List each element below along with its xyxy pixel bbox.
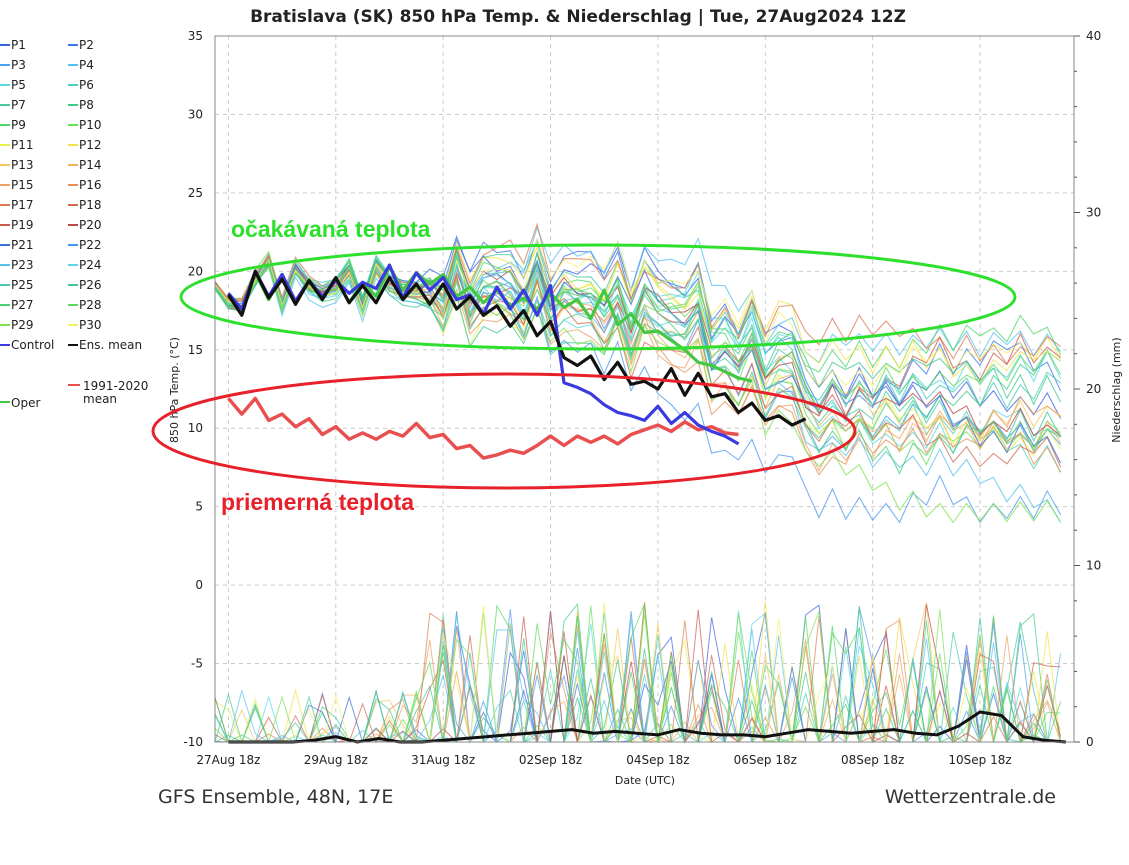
legend-item-p13: P13 bbox=[11, 158, 34, 172]
legend-item-p25: P25 bbox=[11, 278, 34, 292]
legend-item-p21: P21 bbox=[11, 238, 34, 252]
chart-title: Bratislava (SK) 850 hPa Temp. & Niedersc… bbox=[250, 7, 906, 27]
y-tick-label: -10 bbox=[183, 735, 203, 749]
expected-temp-ellipse bbox=[179, 243, 1017, 351]
legend-item-p20: P20 bbox=[79, 218, 102, 232]
legend-item-p3: P3 bbox=[11, 58, 26, 72]
legend-item-p28: P28 bbox=[79, 298, 102, 312]
legend: P1 P2 P3 P4 P5 P6 P7 P8 P9 P10 P11 P12 P13 P14 P15 P16 P… bbox=[0, 38, 148, 410]
x-tick-label: 08Sep 18z bbox=[841, 753, 904, 767]
legend-item-p7: P7 bbox=[11, 98, 26, 112]
legend-item-p11: P11 bbox=[11, 138, 34, 152]
precip-mean-line bbox=[228, 710, 1067, 744]
legend-item-p8: P8 bbox=[79, 98, 94, 112]
x-tick-label: 10Sep 18z bbox=[948, 753, 1011, 767]
y-tick-label: 0 bbox=[195, 578, 203, 592]
y-tick-label: 15 bbox=[188, 343, 203, 357]
y2-axis-label: Niederschlag (mm) bbox=[1110, 337, 1123, 442]
y-axis-label: 850 hPa Temp. (°C) bbox=[168, 337, 181, 443]
y2-tick-label: 40 bbox=[1086, 29, 1101, 43]
y-tick-label: -5 bbox=[191, 657, 203, 671]
legend-item-p24: P24 bbox=[79, 258, 102, 272]
series-line-ens-mean bbox=[227, 269, 807, 427]
y-tick-label: 30 bbox=[188, 107, 203, 121]
footer-source: Wetterzentrale.de bbox=[885, 786, 1056, 808]
member-line-p27 bbox=[214, 247, 1061, 475]
legend-item-p19: P19 bbox=[11, 218, 34, 232]
member-line-p28 bbox=[214, 251, 1062, 412]
legend-item-p2: P2 bbox=[79, 38, 94, 52]
legend-item-p27: P27 bbox=[11, 298, 34, 312]
legend-item-p12: P12 bbox=[79, 138, 102, 152]
legend-item-p1: P1 bbox=[11, 38, 26, 52]
legend-item-ens-mean: Ens. mean bbox=[79, 338, 142, 352]
y-axis-ticks: 35 30 25 20 15 10 5 0 -5 -10 bbox=[183, 29, 203, 749]
y-tick-label: 5 bbox=[195, 500, 203, 514]
legend-item-p26: P26 bbox=[79, 278, 102, 292]
average-temp-ellipse bbox=[151, 372, 857, 490]
legend-item-p14: P14 bbox=[79, 158, 102, 172]
y-tick-label: 25 bbox=[188, 186, 203, 200]
y2-tick-label: 30 bbox=[1086, 206, 1101, 220]
y2-tick-label: 10 bbox=[1086, 559, 1101, 573]
legend-item-p17: P17 bbox=[11, 198, 34, 212]
grid bbox=[215, 35, 1074, 743]
main-series bbox=[227, 263, 1067, 744]
legend-item-p6: P6 bbox=[79, 78, 94, 92]
x-axis-label: Date (UTC) bbox=[615, 774, 675, 787]
legend-item-p22: P22 bbox=[79, 238, 102, 252]
x-tick-label: 27Aug 18z bbox=[196, 753, 260, 767]
footer-model: GFS Ensemble, 48N, 17E bbox=[158, 786, 393, 808]
plot-frame bbox=[214, 35, 1075, 743]
legend-item-oper: Oper bbox=[11, 396, 40, 410]
y-tick-label: 35 bbox=[188, 29, 203, 43]
legend-item-p9: P9 bbox=[11, 118, 26, 132]
y2-axis-ticks: 40 30 20 10 0 bbox=[1074, 29, 1101, 749]
legend-item-p29: P29 bbox=[11, 318, 34, 332]
series-line-1991-2020-mean bbox=[227, 396, 739, 460]
x-tick-label: 29Aug 18z bbox=[304, 753, 368, 767]
legend-item-control: Control bbox=[11, 338, 54, 352]
x-tick-label: 31Aug 18z bbox=[411, 753, 475, 767]
legend-item-p15: P15 bbox=[11, 178, 34, 192]
legend-item-1991-2020-mean: 1991-2020 mean bbox=[83, 379, 148, 406]
x-axis-ticks: 27Aug 18z 29Aug 18z 31Aug 18z 02Sep 18z 04Se… bbox=[196, 753, 1011, 767]
legend-item-p23: P23 bbox=[11, 258, 34, 272]
legend-item-p5: P5 bbox=[11, 78, 26, 92]
legend-item-p16: P16 bbox=[79, 178, 102, 192]
annotation-average-temp: priemerná teplota bbox=[221, 489, 414, 515]
y-tick-label: 10 bbox=[188, 421, 203, 435]
legend-item-p4: P4 bbox=[79, 58, 94, 72]
member-precip-p21 bbox=[215, 627, 1061, 744]
legend-item-p10: P10 bbox=[79, 118, 102, 132]
y2-tick-label: 20 bbox=[1086, 382, 1101, 396]
legend-item-p18: P18 bbox=[79, 198, 102, 212]
y2-tick-label: 0 bbox=[1086, 735, 1094, 749]
annotation-expected-temp: očakávaná teplota bbox=[231, 216, 431, 242]
x-tick-label: 02Sep 18z bbox=[519, 753, 582, 767]
y-tick-label: 20 bbox=[188, 264, 203, 278]
x-tick-label: 04Sep 18z bbox=[626, 753, 689, 767]
legend-item-p30: P30 bbox=[79, 318, 102, 332]
x-tick-label: 06Sep 18z bbox=[734, 753, 797, 767]
